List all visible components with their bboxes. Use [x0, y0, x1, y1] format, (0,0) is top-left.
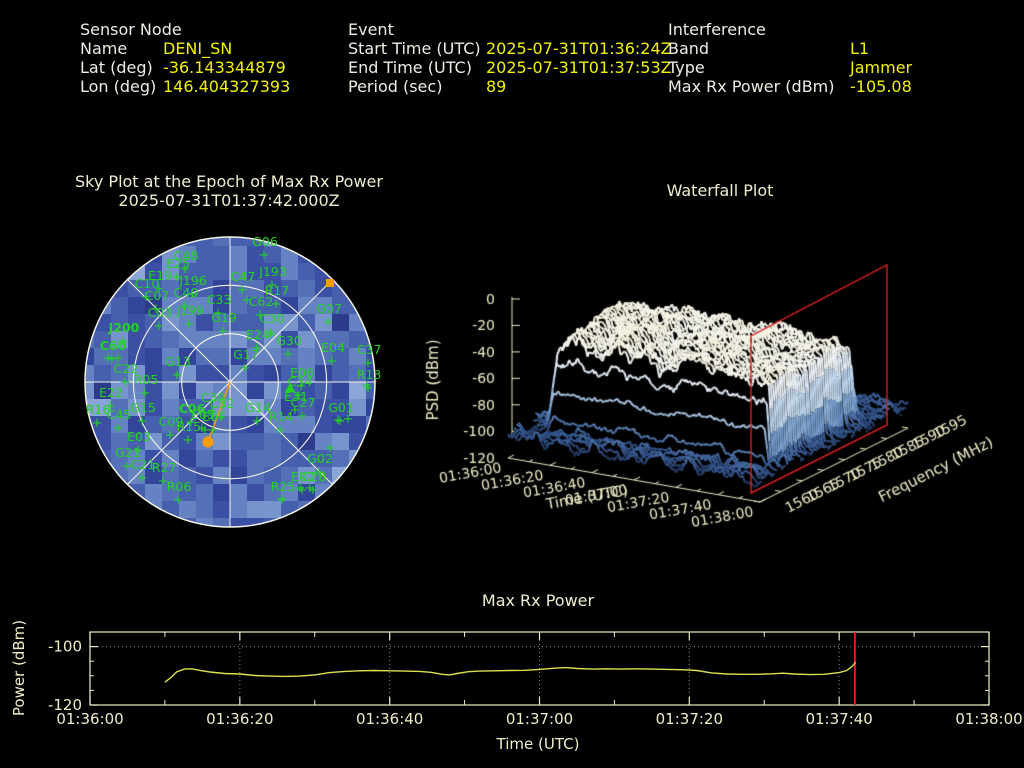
- max-rx-power-axes: [89, 631, 990, 706]
- max-rx-power-series: [164, 661, 857, 683]
- x-tick-label: 01:38:00: [955, 710, 1022, 728]
- x-tick-label: 01:36:40: [356, 710, 423, 728]
- x-tick-label: 01:36:00: [56, 710, 123, 728]
- y-tick-label: -100: [48, 638, 82, 656]
- x-tick-label: 01:36:20: [206, 710, 273, 728]
- x-tick-label: 01:37:20: [656, 710, 723, 728]
- x-axis-label: Time (UTC): [496, 735, 580, 753]
- y-axis-label: Power (dBm): [10, 620, 28, 716]
- x-tick-label: 01:37:00: [506, 710, 573, 728]
- y-tick-label: -120: [48, 696, 82, 714]
- x-tick-label: 01:37:40: [805, 710, 872, 728]
- max-rx-power-title: Max Rx Power: [482, 591, 595, 610]
